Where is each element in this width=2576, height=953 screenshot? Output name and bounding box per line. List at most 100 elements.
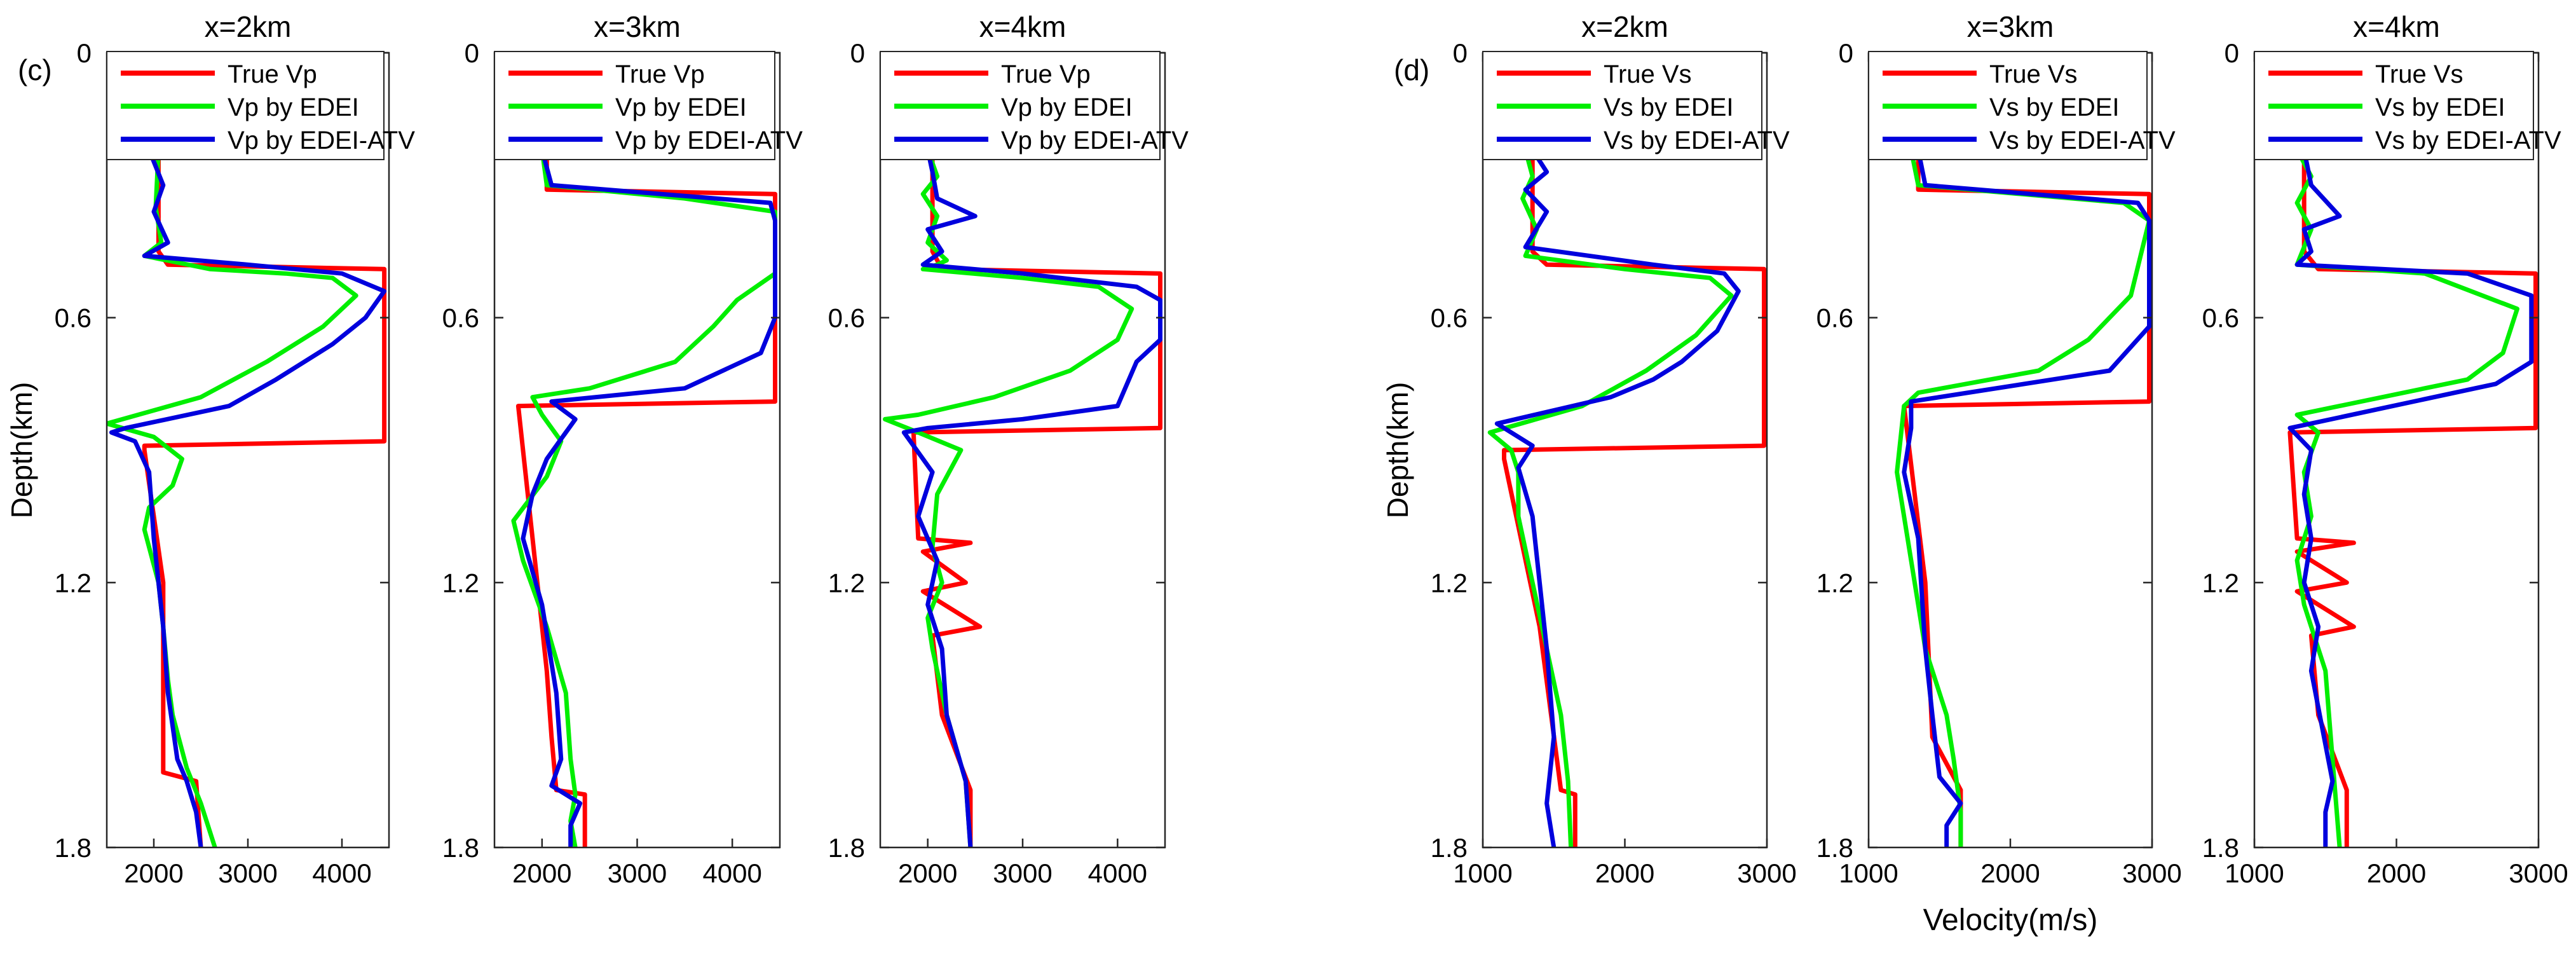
series-group [2287,147,2538,847]
x-tick-label: 1000 [1453,858,1512,888]
x-tick-label: 2000 [2367,858,2426,888]
x-tick-label: 2000 [898,858,957,888]
panel-1: 0 0.6 1.2 1.8 2000 3000 4000 x=2km (c) Depth(km) T… [5,10,415,888]
axes-box [493,51,781,849]
y-tick-label: 1.2 [2202,568,2239,598]
legend-label: True Vs [2375,60,2464,88]
x-tick-label: 2000 [124,858,183,888]
x-tick-label: 2000 [1595,858,1654,888]
series-group [1487,147,1766,847]
legend: True Vp Vp by EDEI Vp by EDEI-ATV [106,51,415,160]
y-tick-label: 1.8 [1431,833,1468,863]
legend: True Vp Vp by EDEI Vp by EDEI-ATV [880,51,1189,160]
legend-label: Vs by EDEI [1604,93,1734,121]
series-group [511,147,777,847]
legend-label: Vp by EDEI [615,93,747,121]
series-line-atv [109,147,387,847]
series-line-atv [1902,147,2151,847]
panel-2: 0 0.6 1.2 1.8 2000 3000 4000 x=3km True Vp Vp by … [442,10,803,888]
series-line-true [515,147,777,847]
legend: True Vp Vp by EDEI Vp by EDEI-ATV [494,51,803,160]
legend-label: Vp by EDEI-ATV [1001,127,1189,154]
y-tick-label: 0 [1839,38,1853,68]
y-tick-label: 0.6 [1816,303,1853,333]
panel-3: 0 0.6 1.2 1.8 2000 3000 4000 x=4km True Vp Vp by … [828,10,1189,888]
y-tick-label: 1.8 [828,833,865,863]
y-tick-label: 1.8 [55,833,92,863]
x-tick-label: 3000 [218,858,277,888]
y-tick-label: 1.2 [55,568,92,598]
x-tick-label: 1000 [2225,858,2284,888]
y-tick-label: 0 [2225,38,2239,68]
x-tick-label: 1000 [1839,858,1898,888]
legend-label: Vs by EDEI-ATV [2375,127,2561,154]
y-tick-label: 0 [1453,38,1468,68]
y-tick-label: 1.2 [1431,568,1468,598]
y-tick-label: 1.2 [442,568,479,598]
x-tick-label: 3000 [2122,858,2181,888]
series-group [883,147,1162,847]
panel-title: x=2km [205,10,292,43]
y-tick-label: 0.6 [1431,303,1468,333]
x-tick-label: 3000 [2509,858,2568,888]
panel-title: x=2km [1581,10,1668,43]
legend-label: True Vs [1989,60,2078,88]
legend-label: Vs by EDEI-ATV [1604,127,1790,154]
y-tick-label: 0.6 [2202,303,2239,333]
x-tick-label: 2000 [512,858,571,888]
axes-box [2253,51,2540,849]
x-tick-label: 4000 [702,858,761,888]
x-tick-label: 4000 [1088,858,1147,888]
legend: True Vs Vs by EDEI Vs by EDEI-ATV [1868,51,2176,160]
legend-label: Vs by EDEI [1989,93,2120,121]
x-tick-label: 3000 [1737,858,1796,888]
y-tick-label: 0.6 [442,303,479,333]
x-tick-label: 4000 [312,858,371,888]
series-line-true [1502,147,1766,847]
series-line-atv [901,147,1162,847]
legend: True Vs Vs by EDEI Vs by EDEI-ATV [1482,51,1790,160]
panel-title: x=4km [979,10,1067,43]
legend-label: Vs by EDEI [2375,93,2505,121]
y-axis-label: Depth(km) [1381,382,1414,519]
x-tick-label: 3000 [608,858,667,888]
legend: True Vs Vs by EDEI Vs by EDEI-ATV [2254,51,2561,160]
y-tick-label: 0 [77,38,92,68]
legend-label: Vp by EDEI-ATV [228,127,415,154]
series-line-atv [2287,147,2534,847]
series-line-edei [2294,147,2519,847]
series-group [107,147,387,847]
series-line-atv [1494,147,1741,847]
legend-label: True Vs [1604,60,1692,88]
y-tick-label: 1.8 [442,833,479,863]
y-tick-label: 0.6 [55,303,92,333]
y-tick-label: 1.8 [2202,833,2239,863]
legend-label: True Vp [228,60,317,88]
panel-title: x=3km [594,10,681,43]
panel-label: (c) [18,53,52,86]
series-line-true [911,147,1162,847]
panel-title: x=4km [2353,10,2440,43]
legend-label: True Vp [1001,60,1091,88]
series-group [1895,147,2151,847]
series-line-true [1902,147,2151,847]
series-line-atv [521,147,777,847]
y-tick-label: 1.8 [1816,833,1853,863]
x-axis-label: Velocity(m/s) [1923,903,2098,937]
y-tick-label: 0 [465,38,479,68]
axes-box [106,51,390,849]
x-tick-label: 2000 [1980,858,2040,888]
legend-label: Vp by EDEI-ATV [615,127,803,154]
y-tick-label: 1.2 [1816,568,1853,598]
legend-label: True Vp [615,60,705,88]
legend-label: Vp by EDEI [1001,93,1133,121]
x-tick-label: 3000 [993,858,1052,888]
legend-label: Vs by EDEI-ATV [1989,127,2176,154]
axes-box [879,51,1166,849]
panel-title: x=3km [1967,10,2054,43]
y-tick-label: 0.6 [828,303,865,333]
y-tick-label: 0 [850,38,865,68]
